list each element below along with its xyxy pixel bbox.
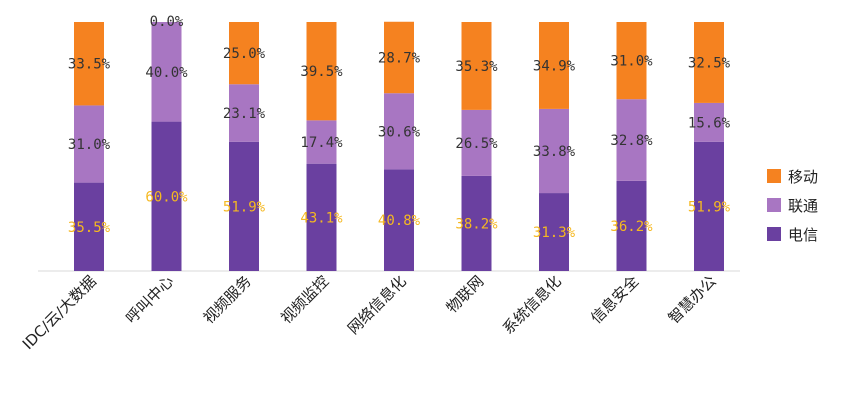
bar-segment-联通-3 xyxy=(306,120,337,164)
category-label-8: 智慧办公 xyxy=(665,272,720,327)
category-label-2: 视频服务 xyxy=(200,272,255,327)
category-labels-group: IDC/云/大数据 呼叫中心 视频服务 视频监控 网络信息化 物联网 系统信息化 信息安全 智慧… xyxy=(19,272,720,353)
segment-label-移动-7: 31.0% xyxy=(610,54,653,70)
segment-label-联通-1: 40.0% xyxy=(145,65,188,81)
segment-label-电信-2: 51.9% xyxy=(223,199,266,215)
bar-segment-移动-7 xyxy=(616,22,647,100)
segment-label-联通-2: 23.1% xyxy=(223,106,266,122)
legend-swatch-电信 xyxy=(767,227,781,241)
segment-label-电信-7: 36.2% xyxy=(610,219,653,235)
segment-label-电信-5: 38.2% xyxy=(455,216,498,232)
bar-segment-联通-8 xyxy=(694,102,724,142)
bar-segment-移动-4 xyxy=(384,21,414,94)
bar-segment-电信-5 xyxy=(461,175,492,271)
bar-segment-联通-7 xyxy=(616,99,647,181)
legend-swatch-移动 xyxy=(767,169,781,183)
bar-segment-电信-7 xyxy=(616,180,647,271)
segment-labels-group: 35.5% 31.0% 33.5% 60.0% 40.0% 0.0% 51.9% 23.1% 2… xyxy=(68,14,731,241)
segment-label-联通-7: 32.8% xyxy=(610,133,653,149)
category-label-6: 系统信息化 xyxy=(499,272,565,338)
bar-segment-移动-2 xyxy=(229,22,259,85)
bar-segment-电信-1 xyxy=(151,121,182,271)
bar-segment-移动-0 xyxy=(74,22,104,106)
category-label-4: 网络信息化 xyxy=(344,272,410,338)
segment-label-移动-2: 25.0% xyxy=(223,46,266,62)
bar-segment-移动-8 xyxy=(694,22,724,103)
bar-segment-联通-5 xyxy=(461,109,492,176)
legend-label-电信: 电信 xyxy=(788,226,818,244)
segment-label-移动-3: 39.5% xyxy=(300,64,343,80)
segment-label-联通-5: 26.5% xyxy=(455,136,498,152)
segment-label-移动-8: 32.5% xyxy=(688,55,731,71)
segment-label-联通-4: 30.6% xyxy=(378,124,421,140)
segment-label-联通-0: 31.0% xyxy=(68,137,111,153)
bar-segment-联通-0 xyxy=(74,105,104,183)
bar-segment-联通-6 xyxy=(539,108,569,194)
segment-label-移动-0: 33.5% xyxy=(68,57,111,73)
legend-label-联通: 联通 xyxy=(788,197,818,215)
bar-segment-电信-4 xyxy=(384,169,414,271)
segment-label-电信-8: 51.9% xyxy=(688,199,731,215)
bar-segment-电信-0 xyxy=(74,182,104,271)
bar-segment-电信-6 xyxy=(539,193,569,271)
bars-group xyxy=(74,21,724,271)
bar-segment-电信-3 xyxy=(306,163,337,271)
segment-label-联通-6: 33.8% xyxy=(533,144,576,160)
category-label-5: 物联网 xyxy=(443,272,488,317)
category-label-0: IDC/云/大数据 xyxy=(19,272,100,353)
segment-label-移动-5: 35.3% xyxy=(455,59,498,75)
segment-label-电信-3: 43.1% xyxy=(300,210,343,226)
legend-swatch-联通 xyxy=(767,198,781,212)
segment-label-电信-1: 60.0% xyxy=(145,189,188,205)
segment-label-移动-6: 34.9% xyxy=(533,58,576,74)
segment-label-联通-3: 17.4% xyxy=(300,135,343,151)
bar-segment-联通-1 xyxy=(151,22,182,122)
bar-segment-联通-2 xyxy=(229,84,259,142)
segment-label-电信-0: 35.5% xyxy=(68,220,111,236)
bar-segment-移动-5 xyxy=(461,22,492,110)
category-label-3: 视频监控 xyxy=(277,272,332,327)
bar-segment-电信-8 xyxy=(694,141,724,271)
segment-label-电信-6: 31.3% xyxy=(533,225,576,241)
segment-label-电信-4: 40.8% xyxy=(378,213,421,229)
bar-segment-移动-3 xyxy=(306,22,337,121)
segment-label-移动-4: 28.7% xyxy=(378,50,421,66)
segment-label-移动-1: 0.0% xyxy=(150,14,184,30)
category-label-1: 呼叫中心 xyxy=(122,272,177,327)
bar-segment-联通-4 xyxy=(384,93,414,170)
bar-segment-电信-2 xyxy=(229,141,259,271)
category-label-7: 信息安全 xyxy=(587,272,642,327)
segment-label-联通-8: 15.6% xyxy=(688,115,731,131)
legend-label-移动: 移动 xyxy=(788,168,818,186)
bar-segment-移动-6 xyxy=(539,22,569,109)
